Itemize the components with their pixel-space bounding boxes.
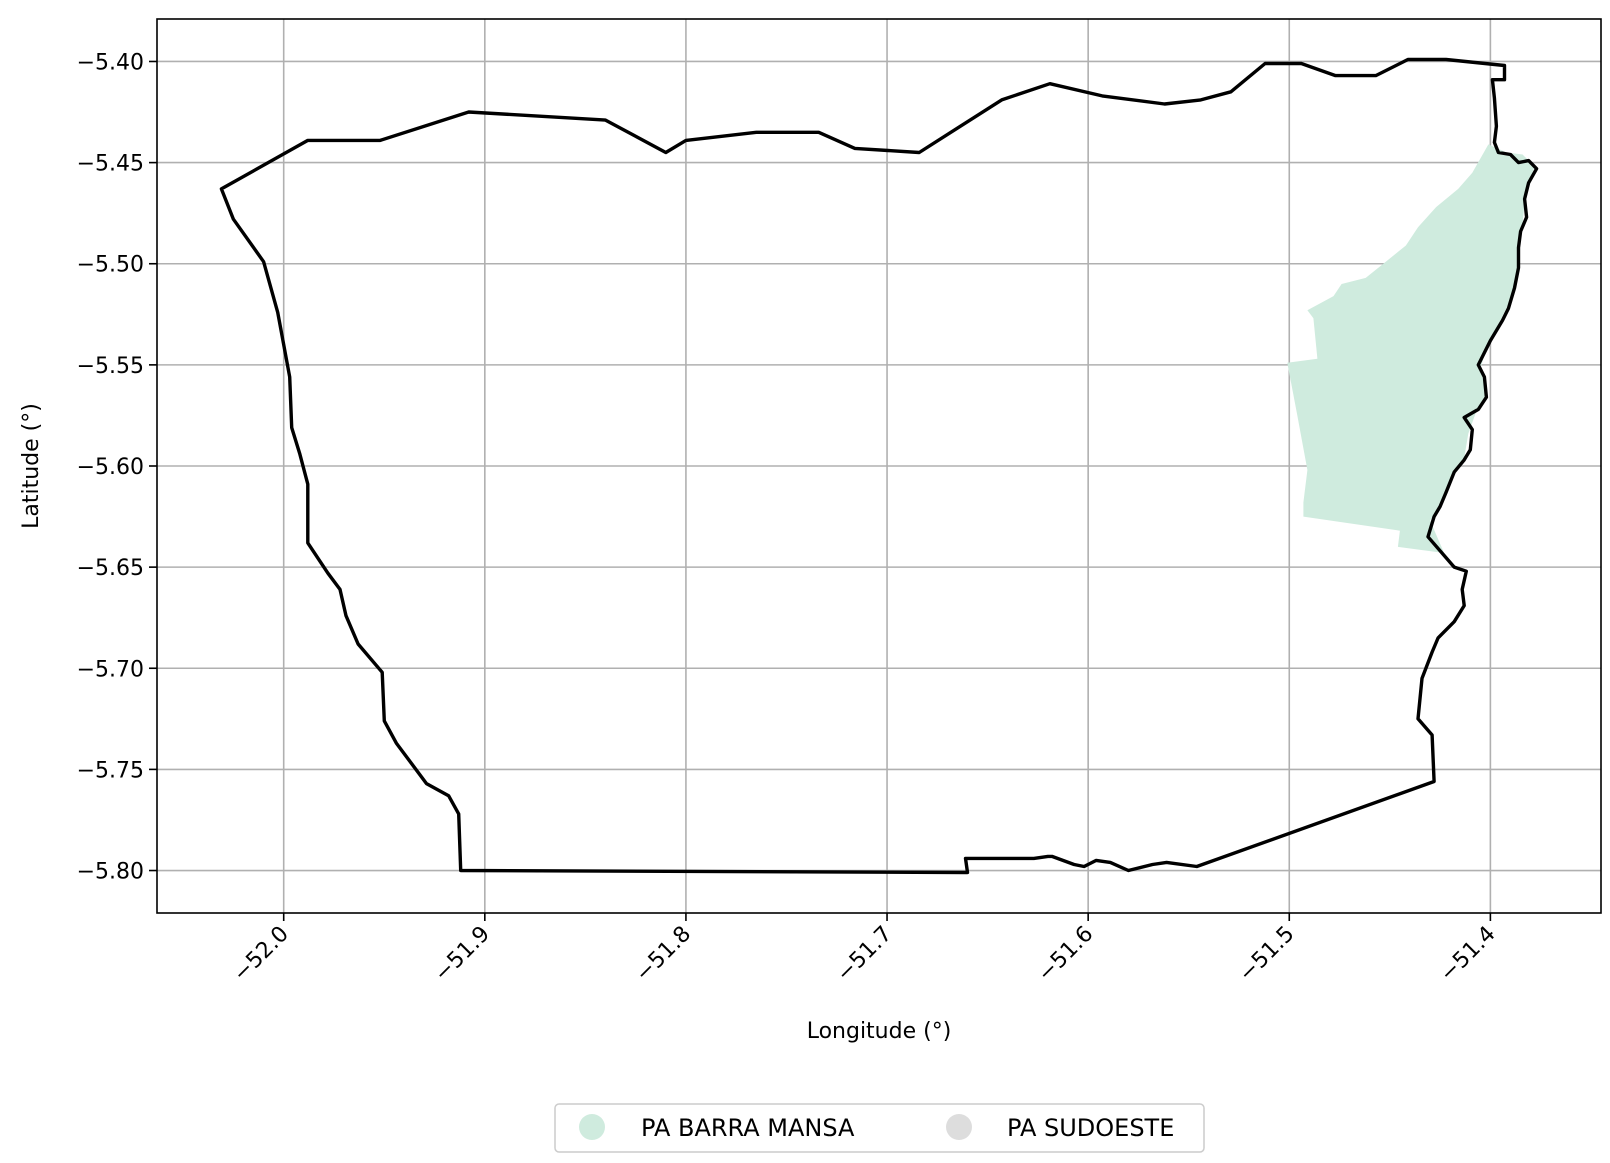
x-tick-label: −51.8: [631, 922, 696, 987]
y-tick-label: −5.80: [77, 860, 144, 885]
boundary-layer: [219, 57, 1539, 875]
x-axis-ticks: −52.0 −51.9 −51.8 −51.7 −51.6 −51.5 −51.4: [229, 913, 1501, 987]
y-tick-label: −5.55: [77, 354, 144, 379]
area-pa-barra-mansa: [1287, 144, 1535, 553]
municipality-boundary: [219, 57, 1539, 875]
x-axis-label: Longitude (°): [807, 1019, 952, 1044]
legend-box: [554, 1103, 1205, 1153]
y-tick-label: −5.40: [77, 50, 144, 75]
y-tick-label: −5.75: [77, 758, 144, 783]
y-tick-label: −5.45: [77, 152, 144, 177]
y-tick-label: −5.65: [77, 556, 144, 581]
y-axis-label: Latitude (°): [19, 403, 44, 529]
grid: [157, 19, 1601, 913]
x-tick-label: −51.6: [1033, 922, 1098, 987]
y-tick-label: −5.60: [77, 455, 144, 480]
y-tick-label: −5.70: [77, 657, 144, 682]
x-tick-label: −52.0: [229, 922, 294, 987]
legend-label-pa-sudoeste: PA SUDOESTE: [1007, 1114, 1174, 1142]
legend-swatch-pa-barra-mansa: [579, 1114, 605, 1140]
x-tick-label: −51.7: [832, 922, 897, 987]
x-tick-label: −51.9: [430, 922, 495, 987]
x-tick-label: −51.5: [1234, 922, 1299, 987]
y-axis-ticks: −5.40 −5.45 −5.50 −5.55 −5.60 −5.65 −5.70 −5.75…: [77, 50, 157, 885]
legend-swatch-pa-sudoeste: [946, 1114, 972, 1140]
legend: PA BARRA MANSA PA SUDOESTE: [554, 1103, 1205, 1153]
x-tick-label: −51.4: [1435, 922, 1500, 987]
y-tick-label: −5.50: [77, 253, 144, 278]
area-layer: [1287, 144, 1535, 553]
legend-label-pa-barra-mansa: PA BARRA MANSA: [641, 1114, 855, 1142]
